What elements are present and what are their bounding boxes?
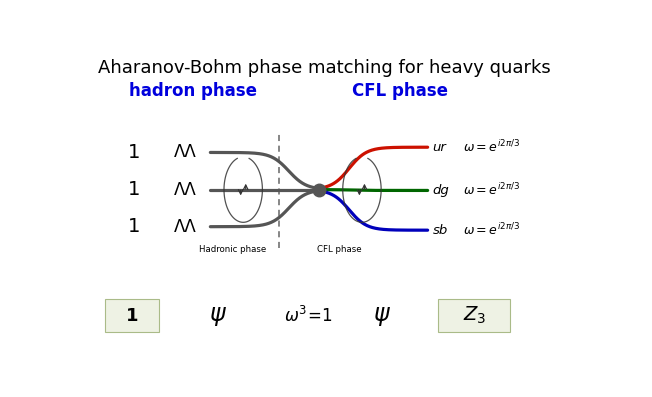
Text: $\omega^3\!=\!1$: $\omega^3\!=\!1$	[284, 306, 333, 326]
Text: ΛΛ: ΛΛ	[173, 143, 196, 162]
Text: Aharanov-Bohm phase matching for heavy quarks: Aharanov-Bohm phase matching for heavy q…	[98, 59, 550, 77]
Text: $\psi$: $\psi$	[373, 304, 391, 328]
Text: $\psi$: $\psi$	[209, 304, 227, 328]
Text: ΛΛ: ΛΛ	[173, 181, 196, 198]
Text: CFL phase: CFL phase	[317, 245, 361, 254]
FancyBboxPatch shape	[105, 299, 159, 332]
Text: $\omega = e^{i2\pi/3}$: $\omega = e^{i2\pi/3}$	[463, 222, 520, 238]
Text: 1: 1	[128, 217, 141, 236]
Text: $Z_3$: $Z_3$	[463, 305, 486, 326]
Text: ur: ur	[433, 141, 447, 154]
Text: sb: sb	[433, 224, 448, 237]
Text: dg: dg	[433, 184, 449, 197]
Text: Hadronic phase: Hadronic phase	[200, 245, 267, 254]
Text: 1: 1	[128, 180, 141, 199]
Text: CFL phase: CFL phase	[352, 82, 448, 100]
Text: 1: 1	[126, 307, 138, 325]
Text: ΛΛ: ΛΛ	[173, 218, 196, 236]
Text: $\omega = e^{i2\pi/3}$: $\omega = e^{i2\pi/3}$	[463, 139, 520, 155]
Text: hadron phase: hadron phase	[128, 82, 257, 100]
Text: $\omega = e^{i2\pi/3}$: $\omega = e^{i2\pi/3}$	[463, 183, 520, 198]
FancyBboxPatch shape	[438, 299, 511, 332]
Text: 1: 1	[128, 143, 141, 162]
